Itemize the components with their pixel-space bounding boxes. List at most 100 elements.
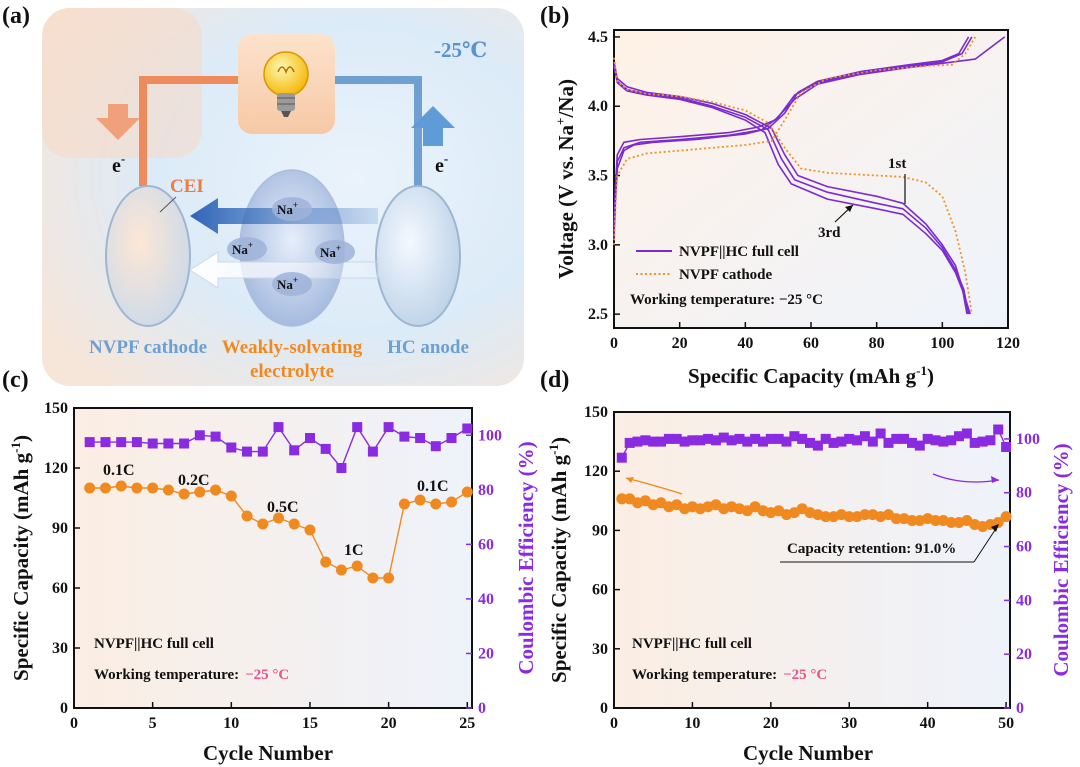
svg-text:Na+: Na+ (277, 200, 298, 217)
cycling-panel: (d) 0 10 20 30 40 500306090120150020406080100… (540, 367, 1073, 765)
light-bulb-icon (263, 51, 309, 117)
ce-marker (624, 437, 635, 448)
capacity-marker (398, 498, 410, 510)
y2-axis-label-c: Coulombic Efficiency (%) (514, 441, 538, 674)
x-tick-label: 5 (149, 715, 157, 732)
ce-marker (781, 436, 792, 447)
ce-marker (977, 436, 988, 447)
y-tick-label: 150 (584, 404, 608, 421)
svg-text:Na+: Na+ (277, 275, 298, 292)
anode-electrode (375, 185, 461, 327)
ce-marker (867, 436, 878, 447)
voltage-profile-panel: (b) 0 20 40 60 80 100 120 2.5 3.0 3.5 4.0 4.5 1st 3… (540, 3, 1020, 388)
series-line (613, 36, 970, 238)
ce-marker (750, 433, 761, 444)
capacity-marker (367, 572, 379, 584)
capacity-marker (320, 556, 332, 568)
x-tick-label: 10 (223, 715, 239, 732)
x-tick-label: 25 (459, 715, 475, 732)
series-line (613, 65, 971, 315)
ce-marker (922, 433, 933, 444)
ce-marker (891, 433, 902, 444)
ce-marker (828, 437, 839, 448)
cei-label: CEI (170, 176, 204, 197)
ce-marker (805, 437, 815, 448)
capacity-marker (288, 518, 300, 530)
ce-marker (687, 435, 698, 446)
retention-note: Capacity retention: 91.0% (787, 541, 956, 557)
schematic-warm-glow (42, 8, 202, 158)
ce-marker (765, 433, 776, 444)
series-markers-c (84, 422, 473, 584)
capacity-marker (84, 482, 96, 494)
ce-marker (462, 423, 473, 434)
y-tick-label: 4.5 (588, 29, 608, 46)
annotation-3rd-arrowhead (845, 205, 853, 212)
x-tick-label: 20 (381, 715, 397, 732)
ce-marker (718, 432, 729, 443)
y2-tick-label: 100 (1016, 431, 1040, 448)
capacity-marker (616, 493, 628, 505)
y-tick-label: 150 (44, 400, 68, 417)
y-tick-label: 60 (52, 580, 68, 597)
legend-label-cathode: NVPF cathode (679, 267, 773, 283)
ce-marker (131, 437, 142, 448)
capacity-marker (461, 486, 473, 498)
ce-marker (710, 435, 721, 446)
capacity-marker (383, 572, 395, 584)
ce-marker (938, 436, 949, 447)
svg-text:Na+: Na+ (232, 240, 253, 257)
x-tick-label: 50 (998, 715, 1014, 732)
x-tick-label: 60 (803, 335, 819, 352)
ce-marker (430, 441, 441, 452)
panel-label-d: (d) (540, 367, 569, 393)
y-tick-label: 4.0 (588, 98, 608, 115)
legend-label-full-cell: NVPF||HC full cell (679, 244, 799, 260)
ce-marker (648, 436, 659, 447)
ce-marker (226, 442, 237, 453)
x-axis-label-b: Specific Capacity (mAh g-1) (688, 363, 934, 388)
ce-marker (836, 436, 847, 447)
ce-marker (726, 435, 737, 446)
ce-marker (242, 446, 252, 457)
anode-label: HC anode (387, 337, 469, 358)
rate-label-0.1C-start: 0.1C (103, 462, 135, 479)
capacity-marker (351, 560, 363, 572)
ce-marker (320, 443, 331, 454)
rate-label-0.5C: 0.5C (267, 499, 299, 516)
panel-label-b: (b) (540, 3, 569, 29)
capacity-marker (945, 517, 957, 528)
ce-marker (742, 436, 753, 447)
x-axis-label-c: Cycle Number (203, 741, 333, 765)
note-temperature-b: Working temperature: −25 °C (630, 292, 823, 308)
x-tick-label: 20 (763, 715, 779, 732)
cathode-wire (139, 76, 238, 186)
x-tick-label: 120 (996, 335, 1020, 352)
x-tick-label: 15 (302, 715, 318, 732)
electron-flow-up-arrow-icon (411, 106, 455, 146)
capacity-marker (820, 511, 832, 523)
ce-marker (695, 435, 706, 446)
ce-marker (163, 438, 174, 449)
capacity-marker (178, 488, 190, 500)
ce-marker (679, 436, 690, 447)
x-tick-label: 0 (610, 335, 618, 352)
capacity-marker (446, 496, 457, 508)
ce-marker (1001, 442, 1012, 452)
retention-pointer-arrowhead (991, 524, 999, 532)
plot-frame-c (73, 407, 473, 709)
ce-marker (946, 435, 957, 446)
x-tick-label: 20 (672, 335, 688, 352)
series-line (613, 57, 973, 315)
capacity-marker (414, 494, 426, 506)
plot-frame-d (613, 411, 1011, 709)
series-lines-b (613, 36, 1006, 315)
ce-marker (383, 422, 394, 433)
rate-label-1C: 1C (344, 542, 364, 559)
y2-tick-label: 80 (1016, 485, 1032, 502)
ce-marker (789, 431, 800, 442)
panel-label-a: (a) (2, 3, 30, 29)
schematic-panel: e- e- -25℃ CEI Na+ Na+ Na+ Na+ (2, 3, 524, 386)
y-tick-label: 30 (52, 640, 68, 657)
